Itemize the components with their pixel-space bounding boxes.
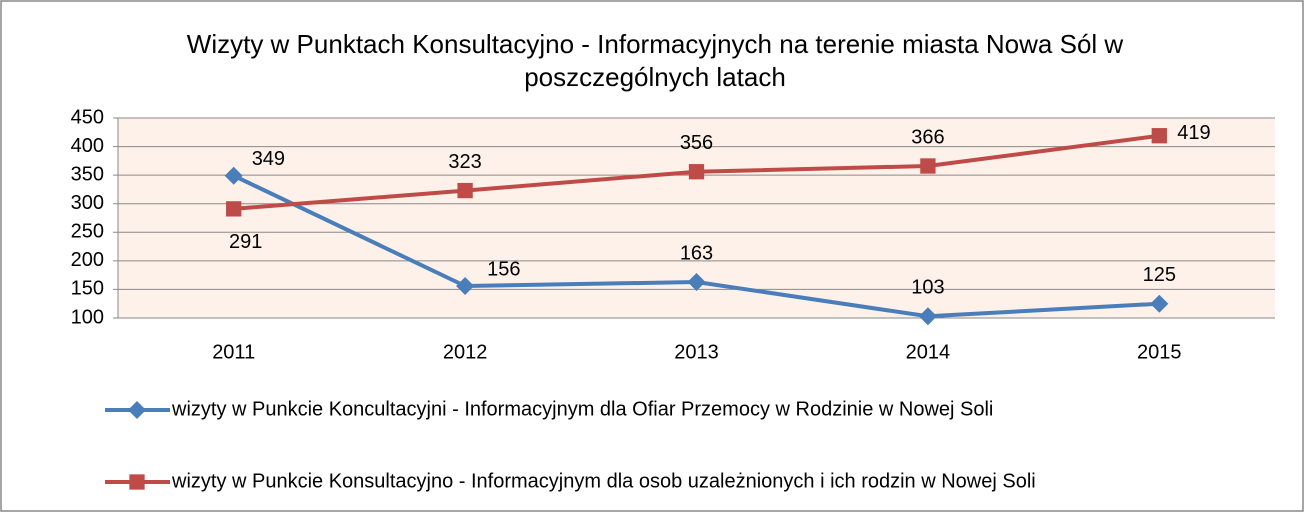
legend-label: wizyty w Punkcie Konsultacyjno - Informa… xyxy=(171,470,1036,492)
data-point xyxy=(226,201,242,217)
legend-label: wizyty w Punkcie Koncultacyjni - Informa… xyxy=(171,398,993,420)
data-point xyxy=(1150,294,1169,313)
x-tick-label: 2012 xyxy=(443,341,488,363)
data-label: 349 xyxy=(252,148,285,170)
data-point xyxy=(918,307,937,326)
data-label: 156 xyxy=(487,258,520,280)
data-point xyxy=(456,277,475,295)
legend-marker xyxy=(128,401,146,419)
y-tick-label: 200 xyxy=(71,249,104,271)
y-tick-label: 350 xyxy=(71,163,104,185)
chart-title: Wizyty w Punktach Konsultacyjno - Inform… xyxy=(186,29,1124,92)
y-tick-label: 300 xyxy=(71,192,104,214)
data-label: 366 xyxy=(911,126,944,148)
data-label: 291 xyxy=(229,231,262,253)
data-label: 323 xyxy=(448,151,481,173)
y-tick-label: 150 xyxy=(71,278,104,300)
data-point xyxy=(457,182,473,199)
data-label: 103 xyxy=(911,277,944,299)
y-tick-label: 100 xyxy=(71,306,104,328)
x-tick-label: 2014 xyxy=(906,341,951,363)
legend-marker xyxy=(129,474,145,490)
data-label: 419 xyxy=(1177,122,1210,144)
y-tick-label: 400 xyxy=(71,135,104,157)
data-label: 163 xyxy=(680,242,713,264)
data-point xyxy=(920,158,936,174)
y-tick-label: 450 xyxy=(71,106,104,128)
x-tick-label: 2011 xyxy=(212,341,255,363)
x-tick-label: 2015 xyxy=(1137,341,1182,363)
x-tick-label: 2013 xyxy=(674,341,719,363)
data-point xyxy=(687,273,706,291)
data-point xyxy=(224,166,243,185)
data-label: 356 xyxy=(680,132,713,154)
data-point xyxy=(688,164,705,180)
y-tick-label: 250 xyxy=(71,221,104,243)
data-label: 125 xyxy=(1143,264,1176,286)
data-point xyxy=(1151,128,1167,144)
